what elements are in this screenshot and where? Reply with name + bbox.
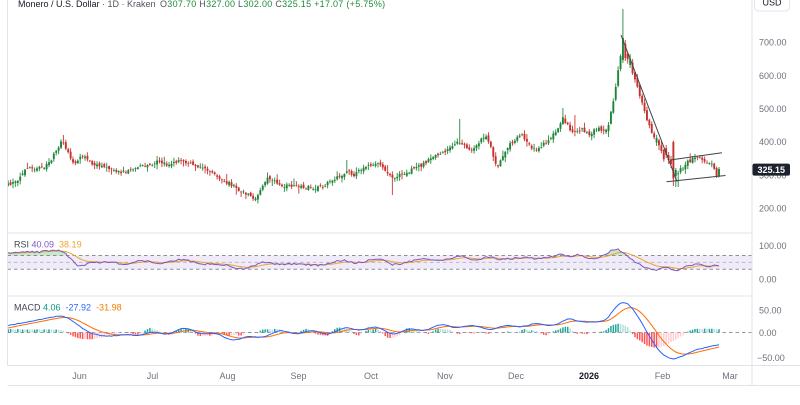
svg-text:MACD 4.06 -27.92 -31.98: MACD 4.06 -27.92 -31.98 [14, 303, 122, 313]
svg-text:700.00: 700.00 [759, 38, 787, 48]
svg-text:USD: USD [762, 0, 782, 8]
svg-text:0.00: 0.00 [759, 275, 777, 285]
svg-text:Feb: Feb [655, 371, 671, 381]
svg-text:RSI 40.09 38.19: RSI 40.09 38.19 [14, 240, 82, 250]
svg-text:200.00: 200.00 [759, 204, 787, 214]
svg-text:Oct: Oct [364, 371, 379, 381]
svg-text:0.00: 0.00 [759, 328, 777, 338]
svg-text:O307.70 H327.00 L302.00 C325.1: O307.70 H327.00 L302.00 C325.15 +17.07 (… [160, 0, 385, 9]
svg-text:Aug: Aug [219, 371, 235, 381]
svg-text:400.00: 400.00 [759, 137, 787, 147]
svg-text:500.00: 500.00 [759, 104, 787, 114]
svg-text:Jul: Jul [147, 371, 159, 381]
svg-text:Nov: Nov [437, 371, 454, 381]
svg-text:Jun: Jun [72, 371, 87, 381]
svg-text:−50.00: −50.00 [757, 353, 785, 363]
svg-text:Sep: Sep [290, 371, 306, 381]
svg-text:100.00: 100.00 [759, 241, 787, 251]
svg-text:Monero / U.S. Dollar · 1D · Kr: Monero / U.S. Dollar · 1D · Kraken [18, 0, 156, 9]
svg-text:325.15: 325.15 [758, 165, 786, 175]
svg-text:2026: 2026 [579, 371, 599, 381]
svg-text:50.00: 50.00 [759, 305, 782, 315]
svg-text:Mar: Mar [722, 371, 738, 381]
svg-text:600.00: 600.00 [759, 71, 787, 81]
svg-text:Dec: Dec [508, 371, 525, 381]
